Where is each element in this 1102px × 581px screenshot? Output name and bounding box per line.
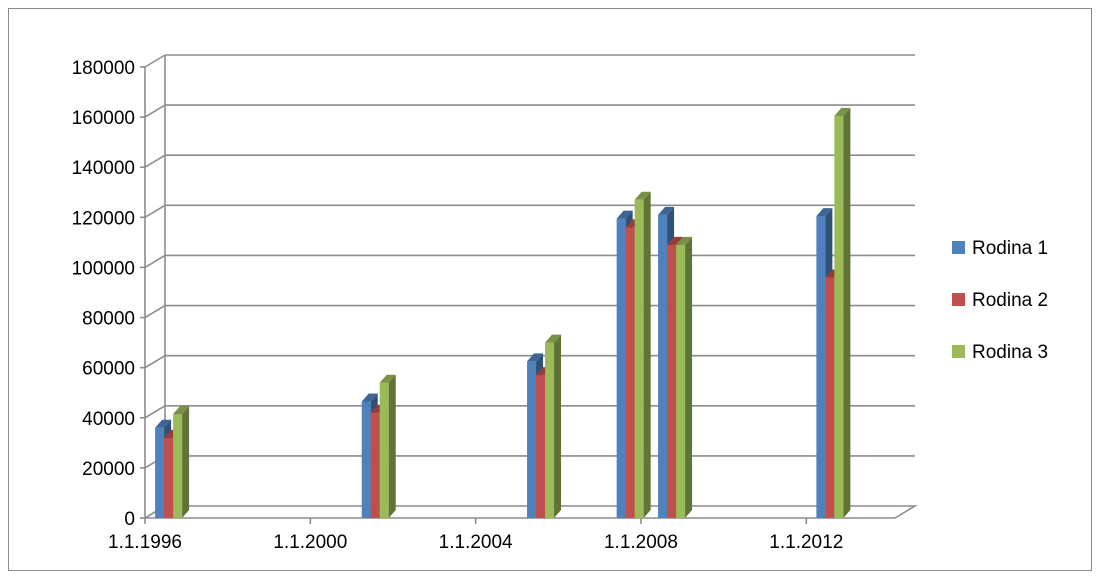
bar-layer [155, 107, 851, 519]
x-tick-labels: 1.1.1996 1.1.2000 1.1.2004 1.1.2008 1.1.2012 [108, 532, 843, 553]
wall-diagonal [144, 304, 166, 319]
legend-label: Rodina 1 [972, 238, 1048, 259]
y-tick-label: 0 [124, 509, 135, 530]
wall-diagonal [144, 405, 166, 419]
x-tick-label: 1.1.1996 [108, 532, 182, 553]
legend: Rodina 1 Rodina 2 Rodina 3 [952, 238, 1048, 363]
y-tick-labels: 0 20000 40000 60000 80000 100000 120000 140000 1… [72, 58, 135, 530]
wall-diagonal [144, 154, 166, 168]
x-tick-label: 1.1.2000 [273, 532, 347, 553]
y-tick-label: 40000 [82, 409, 135, 430]
x-tick-label: 1.1.2012 [769, 532, 843, 553]
bar [834, 107, 851, 518]
bar [173, 406, 190, 518]
wall-diagonal [144, 354, 166, 369]
y-tick-label: 20000 [82, 459, 135, 480]
y-tick-label: 160000 [72, 108, 135, 129]
bar [379, 374, 396, 518]
legend-swatch [952, 293, 965, 306]
y-tick-label: 140000 [72, 158, 135, 179]
x-tick-label: 1.1.2004 [439, 532, 513, 553]
legend-label: Rodina 3 [972, 342, 1048, 363]
y-tick-label: 180000 [72, 58, 135, 79]
y-tick-label: 120000 [72, 208, 135, 229]
y-tick-label: 80000 [82, 309, 135, 330]
wall-diagonal [144, 254, 166, 269]
bar [634, 191, 651, 519]
y-tick-label: 100000 [72, 258, 135, 279]
bar [545, 334, 562, 518]
x-tick-label: 1.1.2008 [604, 532, 678, 553]
legend-swatch [952, 241, 965, 254]
wall-diagonal [144, 204, 166, 219]
y-tick-label: 60000 [82, 359, 135, 380]
bar [676, 236, 693, 518]
legend-label: Rodina 2 [972, 290, 1048, 311]
wall-diagonal [144, 54, 166, 68]
legend-swatch [952, 345, 965, 358]
chart-frame: 0 20000 40000 60000 80000 100000 120000 140000 1… [8, 8, 1092, 571]
wall-diagonal [144, 104, 166, 118]
bar-chart: 0 20000 40000 60000 80000 100000 120000 140000 1… [72, 54, 1048, 553]
